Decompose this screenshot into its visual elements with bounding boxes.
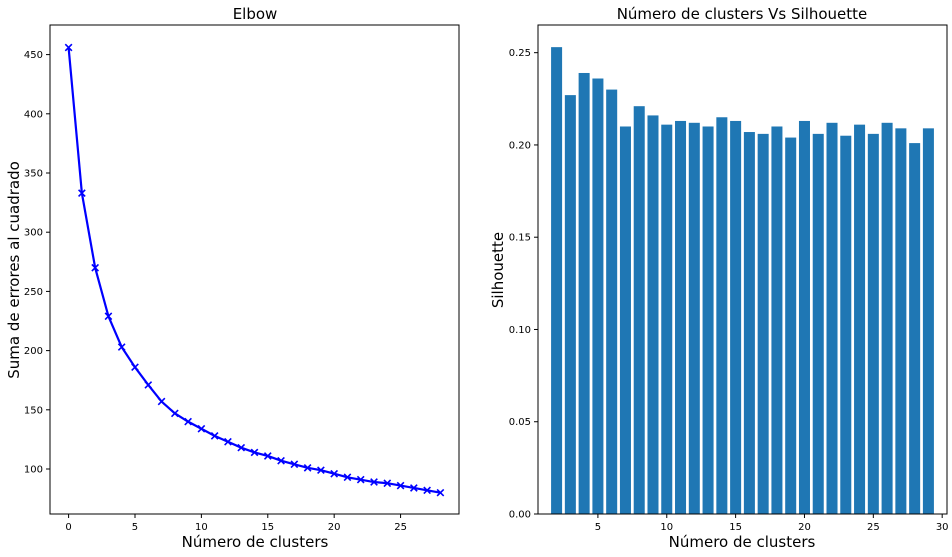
silhouette-bar bbox=[826, 122, 838, 515]
silhouette-x-tick-label: 10 bbox=[660, 522, 673, 533]
elbow-chart-frame bbox=[49, 24, 460, 515]
elbow-chart-ticks: 0 5 10 15 20 25 100 150 200 250 300 350 400 450 bbox=[24, 50, 407, 533]
elbow-chart-ylabel: Suma de errores al cuadrado bbox=[5, 161, 23, 379]
silhouette-bar bbox=[895, 128, 907, 514]
silhouette-bar bbox=[564, 95, 576, 515]
elbow-point bbox=[64, 43, 73, 52]
elbow-point bbox=[436, 488, 445, 497]
elbow-x-tick-label: 5 bbox=[132, 522, 138, 533]
silhouette-bar bbox=[785, 137, 797, 514]
silhouette-chart-frame bbox=[537, 24, 948, 515]
silhouette-x-tick-label: 20 bbox=[798, 522, 811, 533]
silhouette-chart-xlabel: Número de clusters bbox=[669, 533, 816, 551]
silhouette-bar bbox=[688, 122, 700, 515]
elbow-point bbox=[250, 448, 259, 457]
elbow-chart: Elbow 0 5 10 15 20 25 100 150 200 250 300 350 400 450… bbox=[5, 5, 460, 551]
silhouette-bar bbox=[840, 135, 852, 514]
silhouette-chart: Número de clusters Vs Silhouette 5 10 15 20… bbox=[489, 5, 949, 551]
silhouette-bar bbox=[909, 143, 921, 514]
silhouette-bar bbox=[771, 126, 783, 515]
elbow-y-tick-label: 250 bbox=[24, 287, 43, 298]
elbow-point bbox=[224, 437, 232, 446]
silhouette-bar bbox=[647, 115, 659, 515]
elbow-point bbox=[197, 424, 206, 433]
elbow-y-tick-label: 400 bbox=[24, 109, 43, 120]
elbow-y-tick-label: 350 bbox=[24, 169, 43, 180]
elbow-point bbox=[157, 397, 166, 406]
silhouette-chart-marks bbox=[551, 47, 934, 515]
elbow-point bbox=[409, 484, 418, 492]
silhouette-x-tick-label: 15 bbox=[729, 522, 742, 533]
silhouette-bar bbox=[592, 78, 604, 514]
elbow-point bbox=[396, 481, 405, 490]
elbow-point bbox=[131, 363, 139, 372]
elbow-y-tick-label: 100 bbox=[24, 465, 43, 476]
silhouette-bar bbox=[661, 124, 673, 515]
elbow-point bbox=[317, 466, 325, 475]
elbow-chart-title: Elbow bbox=[233, 5, 278, 23]
elbow-point bbox=[343, 473, 352, 482]
silhouette-y-tick-label: 0.00 bbox=[509, 510, 531, 521]
elbow-point bbox=[104, 312, 113, 321]
elbow-point bbox=[144, 381, 153, 389]
silhouette-bar bbox=[743, 132, 755, 514]
silhouette-bar bbox=[619, 126, 631, 515]
elbow-point bbox=[303, 463, 312, 472]
elbow-y-tick-label: 150 bbox=[24, 405, 43, 416]
silhouette-bar bbox=[730, 120, 742, 514]
silhouette-x-tick-label: 25 bbox=[867, 522, 880, 533]
elbow-point bbox=[383, 479, 392, 488]
silhouette-bar bbox=[798, 120, 810, 514]
elbow-x-tick-label: 10 bbox=[195, 522, 208, 533]
silhouette-y-tick-label: 0.25 bbox=[509, 48, 531, 59]
elbow-point bbox=[277, 456, 285, 465]
silhouette-chart-title: Número de clusters Vs Silhouette bbox=[617, 5, 868, 23]
silhouette-y-tick-label: 0.20 bbox=[509, 140, 531, 151]
elbow-point bbox=[237, 443, 246, 452]
elbow-chart-marks bbox=[64, 43, 445, 497]
elbow-point bbox=[117, 343, 126, 351]
silhouette-x-tick-label: 5 bbox=[595, 522, 601, 533]
silhouette-bar bbox=[881, 122, 893, 515]
elbow-x-tick-label: 20 bbox=[328, 522, 341, 533]
elbow-point bbox=[170, 409, 179, 418]
elbow-point bbox=[263, 452, 272, 460]
elbow-y-tick-label: 450 bbox=[24, 50, 43, 61]
silhouette-bar bbox=[922, 128, 934, 514]
elbow-point bbox=[423, 486, 431, 495]
elbow-x-tick-label: 0 bbox=[65, 522, 71, 533]
silhouette-bar bbox=[867, 133, 879, 514]
elbow-point bbox=[78, 189, 86, 197]
silhouette-bar bbox=[757, 133, 769, 514]
elbow-point bbox=[184, 417, 192, 426]
silhouette-bar bbox=[702, 126, 714, 515]
elbow-point bbox=[370, 478, 378, 486]
silhouette-bar bbox=[675, 120, 687, 514]
elbow-point bbox=[290, 460, 299, 469]
silhouette-bar bbox=[633, 106, 645, 514]
silhouette-y-tick-label: 0.05 bbox=[509, 417, 531, 428]
silhouette-bar bbox=[716, 117, 728, 514]
elbow-point bbox=[210, 431, 219, 440]
silhouette-bar bbox=[578, 72, 590, 514]
elbow-y-tick-label: 200 bbox=[24, 346, 43, 357]
elbow-point bbox=[91, 263, 100, 272]
elbow-chart-xlabel: Número de clusters bbox=[182, 533, 329, 551]
silhouette-y-tick-label: 0.10 bbox=[509, 325, 531, 336]
silhouette-bar bbox=[812, 133, 824, 514]
silhouette-chart-ylabel: Silhouette bbox=[489, 232, 507, 308]
elbow-point bbox=[330, 469, 339, 478]
silhouette-bar bbox=[854, 124, 866, 515]
silhouette-bar bbox=[551, 47, 563, 514]
elbow-x-tick-label: 15 bbox=[261, 522, 274, 533]
elbow-x-tick-label: 25 bbox=[394, 522, 407, 533]
silhouette-bar bbox=[606, 89, 618, 514]
silhouette-y-tick-label: 0.15 bbox=[509, 233, 531, 244]
elbow-y-tick-label: 300 bbox=[24, 228, 43, 239]
silhouette-x-tick-label: 30 bbox=[936, 522, 949, 533]
silhouette-chart-ticks: 5 10 15 20 25 30 0.00 0.05 0.10 0.15 0.20 0.25 bbox=[509, 48, 949, 533]
elbow-point bbox=[356, 475, 365, 484]
